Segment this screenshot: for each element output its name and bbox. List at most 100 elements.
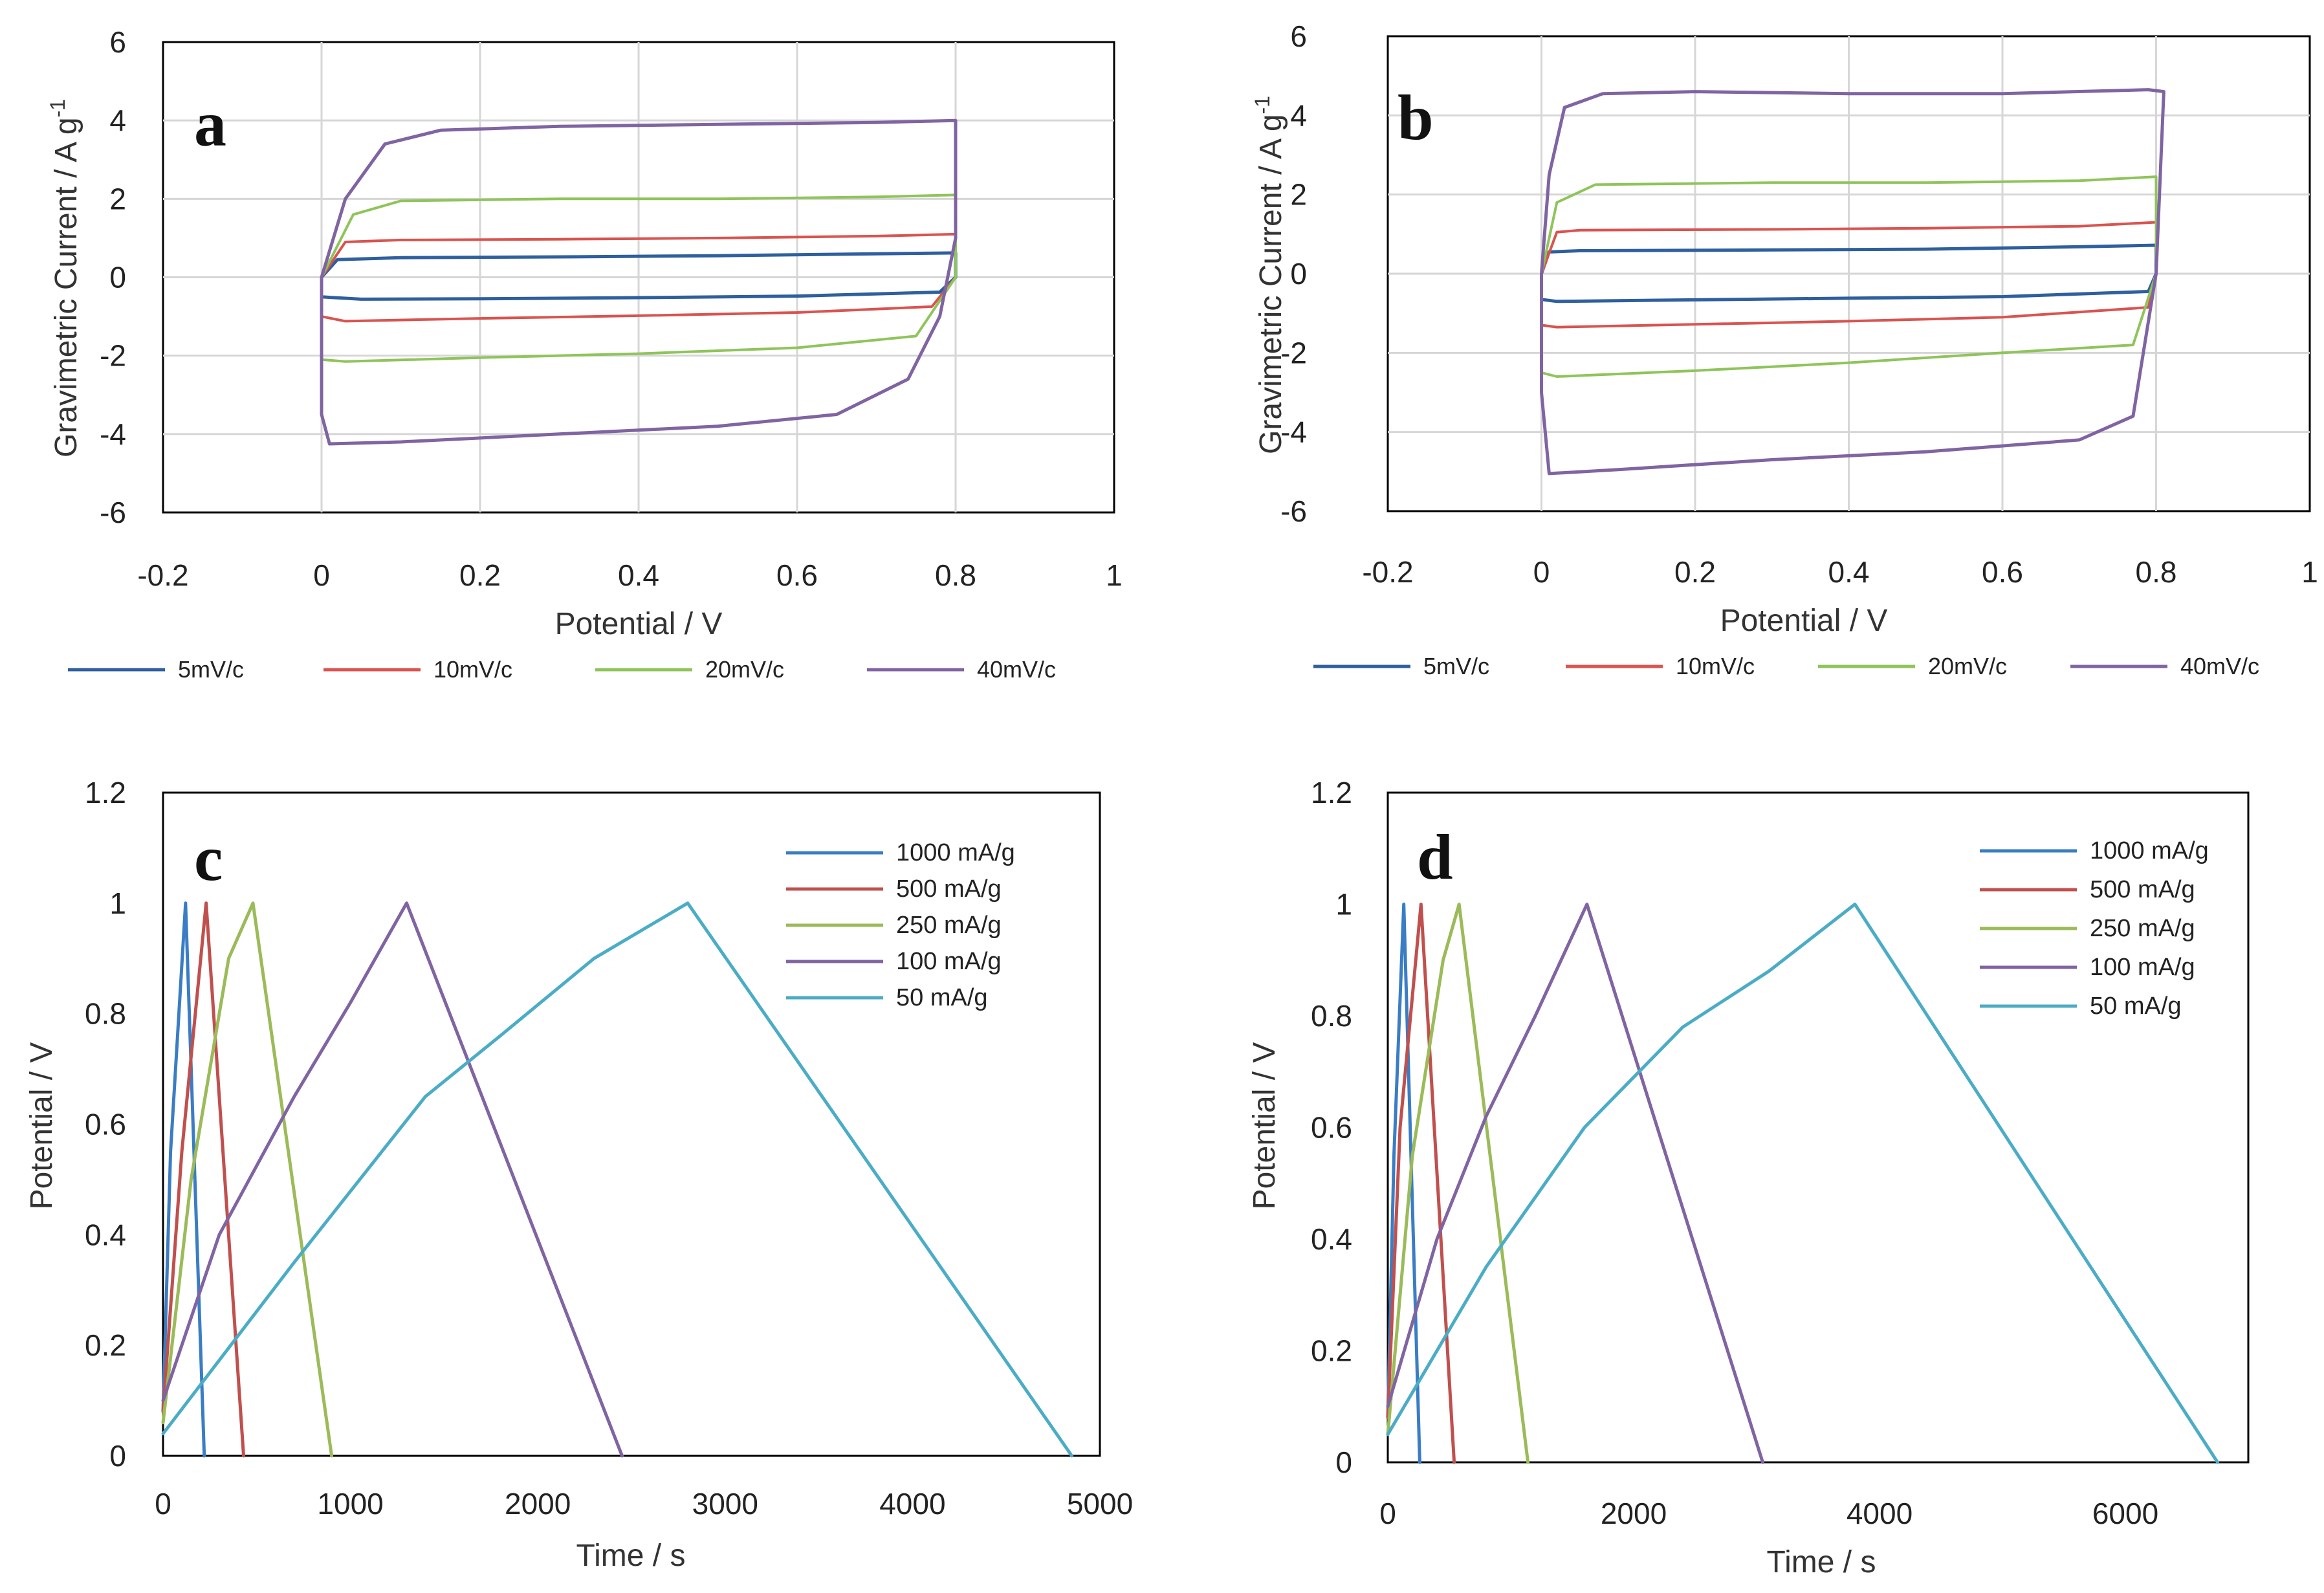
chart-a-x-tick-label: 1 [1106, 558, 1123, 592]
chart-c-y-tick-label: 0.2 [85, 1328, 126, 1362]
chart-a-x-axis-title: Potential / V [555, 607, 723, 641]
chart-c-y-tick-label: 0.8 [85, 997, 126, 1031]
chart-c-legend-label-100-ma-g: 100 mA/g [896, 948, 1002, 975]
chart-c: 1.210.80.60.40.20 0 1000 2000 3000 4000 5000 … [25, 776, 1133, 1573]
chart-d-y-tick-label: 1.2 [1311, 776, 1352, 809]
chart-d-legend-label-100-ma-g: 100 mA/g [2090, 954, 2195, 981]
chart-b-legend-label-10mv-c: 10mV/c [1676, 653, 1755, 679]
chart-a: 6 4 2 0 -2 -4 -6 -0.2 0 0.2 0.4 0.6 0.8 1 a Potentia… [46, 25, 1123, 683]
chart-c-plot-frame [162, 791, 1101, 1457]
chart-c-series-500-ma-g [161, 901, 245, 1458]
chart-c-legend-label-500-ma-g: 500 mA/g [896, 875, 1002, 903]
chart-c-series-250-ma-g [161, 901, 334, 1458]
chart-a-y-tick-label: 4 [109, 104, 126, 137]
chart-b-legend-label-20mv-c: 20mV/c [1928, 653, 2007, 679]
chart-b-y-tick-label: 6 [1290, 19, 1307, 53]
chart-b-legend-label-5mv-c: 5mV/c [1423, 653, 1489, 679]
chart-c-legend-label-50-ma-g: 50 mA/g [896, 984, 988, 1011]
chart-c-x-tick-label: 0 [155, 1487, 171, 1521]
chart-d-x-tick-label: 4000 [1847, 1497, 1913, 1530]
chart-b-x-axis-title: Potential / V [1720, 604, 1888, 638]
chart-b-y-tick-label: 0 [1290, 257, 1307, 291]
chart-d-x-tick-label: 6000 [2092, 1497, 2158, 1530]
chart-a-legend-label-5mv-c: 5mV/c [178, 656, 244, 683]
chart-a-y-tick-label: 2 [109, 182, 126, 215]
chart-b-x-tick-label: 1 [2301, 555, 2318, 589]
chart-b-x-tick-label: 0 [1533, 555, 1550, 589]
chart-d-y-tick-label: 0.8 [1311, 999, 1352, 1033]
chart-a-legend-label-20mv-c: 20mV/c [705, 656, 784, 683]
chart-a-y-axis-title-main: Gravimetric Current / A g [49, 117, 83, 457]
chart-a-y-axis-title-sup: -1 [46, 99, 69, 117]
chart-c-x-tick-label: 5000 [1067, 1487, 1133, 1521]
chart-c-y-tick-label: 1 [109, 886, 126, 920]
chart-d-y-tick-label: 0 [1335, 1445, 1352, 1479]
chart-b-x-tick-label: -0.2 [1362, 555, 1413, 589]
chart-c-x-tick-label: 4000 [879, 1487, 945, 1521]
chart-d-legend-label-500-ma-g: 500 mA/g [2090, 876, 2195, 903]
chart-a-y-axis-title: Gravimetric Current / A g-1 [46, 99, 83, 457]
chart-a-y-tick-label: -2 [100, 339, 126, 373]
chart-d-y-tick-label: 0.6 [1311, 1111, 1352, 1145]
chart-d: 1.2 1 0.8 0.6 0.4 0.2 0 0 2000 4000 6000 d Time /… [1247, 776, 2250, 1579]
chart-d-y-tick-label: 0.2 [1311, 1334, 1352, 1368]
chart-d-series-50-ma-g [1386, 903, 2219, 1464]
chart-a-x-tick-label: 0.2 [459, 558, 501, 592]
chart-c-y-tick-label: 1.2 [85, 776, 126, 809]
chart-b-panel-letter: b [1398, 82, 1434, 153]
chart-c-x-tick-label: 1000 [317, 1487, 383, 1521]
chart-c-x-tick-label: 3000 [692, 1487, 758, 1521]
chart-b-series-40mv-c [1540, 88, 2165, 476]
chart-d-legend-label-250-ma-g: 250 mA/g [2090, 915, 2195, 942]
chart-a-panel-letter: a [194, 88, 226, 160]
chart-c-y-tick-label: 0 [109, 1439, 126, 1473]
chart-b-x-tick-label: 0.2 [1674, 555, 1716, 589]
chart-d-series-1000-ma-g [1386, 903, 1421, 1464]
chart-b-y-tick-label: 2 [1290, 178, 1307, 212]
chart-b-y-tick-label: 4 [1290, 98, 1307, 132]
chart-c-y-tick-label: 0.4 [85, 1218, 126, 1251]
chart-b-y-axis-title-sup: -1 [1251, 96, 1274, 114]
chart-a-y-tick-label: -6 [100, 496, 126, 529]
chart-a-y-tick-label: -4 [100, 417, 126, 451]
chart-d-y-tick-label: 1 [1335, 888, 1352, 921]
chart-b-x-tick-label: 0.6 [1982, 555, 2023, 589]
chart-b: 6 4 2 0 -2 -4 -6 -0.2 0 0.2 0.4 0.6 0.8 1 b Potentia… [1251, 19, 2318, 679]
chart-d-y-axis-title: Potential / V [1247, 1042, 1282, 1210]
chart-c-legend-label-250-ma-g: 250 mA/g [896, 912, 1002, 939]
chart-a-series-40mv-c [320, 118, 958, 446]
chart-c-x-tick-label: 2000 [505, 1487, 571, 1521]
chart-c-series-50-ma-g [161, 901, 1074, 1458]
chart-c-series-100-ma-g [161, 901, 624, 1458]
chart-b-y-axis-title: Gravimetric Current / A g-1 [1251, 96, 1288, 454]
chart-a-x-tick-label: 0.8 [935, 558, 976, 592]
chart-a-x-tick-label: 0.4 [618, 558, 659, 592]
chart-d-series-250-ma-g [1386, 903, 1530, 1464]
chart-b-y-axis-title-main: Gravimetric Current / A g [1254, 114, 1288, 454]
chart-c-series-1000-ma-g [161, 901, 206, 1458]
chart-d-y-tick-label: 0.4 [1311, 1222, 1352, 1256]
chart-a-series-20mv-c [320, 193, 957, 363]
chart-a-legend-label-10mv-c: 10mV/c [433, 656, 512, 683]
chart-b-x-tick-label: 0.8 [2136, 555, 2177, 589]
chart-b-y-tick-label: -6 [1280, 494, 1307, 528]
chart-b-y-tick-label: -4 [1280, 415, 1307, 449]
chart-d-panel-letter: d [1417, 821, 1453, 893]
chart-d-x-tick-label: 2000 [1601, 1497, 1667, 1530]
chart-a-legend-label-40mv-c: 40mV/c [977, 656, 1056, 683]
chart-a-x-tick-label: 0.6 [776, 558, 818, 592]
chart-d-legend-label-50-ma-g: 50 mA/g [2090, 993, 2182, 1020]
chart-d-x-axis-title: Time / s [1767, 1545, 1876, 1579]
chart-b-y-tick-label: -2 [1280, 336, 1307, 369]
chart-c-y-tick-label: 0.6 [85, 1108, 126, 1141]
chart-d-series-100-ma-g [1386, 903, 1764, 1464]
chart-a-x-tick-label: 0 [313, 558, 330, 592]
chart-d-plot-frame [1387, 791, 2250, 1464]
chart-c-legend-label-1000-ma-g: 1000 mA/g [896, 839, 1015, 866]
chart-b-legend-label-40mv-c: 40mV/c [2180, 653, 2259, 679]
chart-b-x-tick-label: 0.4 [1828, 555, 1870, 589]
chart-c-y-axis-title: Potential / V [25, 1042, 59, 1210]
chart-d-legend-label-1000-ma-g: 1000 mA/g [2090, 837, 2209, 864]
chart-a-x-tick-label: -0.2 [137, 558, 188, 592]
